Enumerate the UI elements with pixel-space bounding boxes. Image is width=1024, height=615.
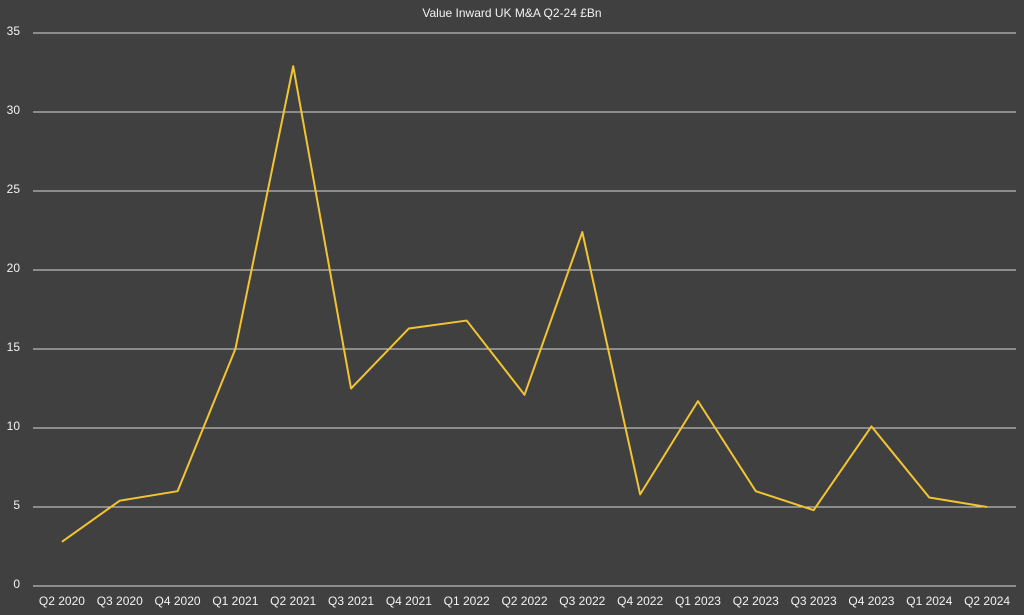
x-tick-label: Q4 2021 <box>386 594 432 608</box>
x-tick-label: Q4 2020 <box>155 594 201 608</box>
y-tick-label: 35 <box>7 24 21 38</box>
y-tick-label: 15 <box>7 340 21 354</box>
x-tick-label: Q3 2021 <box>328 594 374 608</box>
x-tick-label: Q4 2022 <box>617 594 663 608</box>
x-tick-label: Q1 2022 <box>444 594 490 608</box>
chart-title: Value Inward UK M&A Q2-24 £Bn <box>422 6 601 20</box>
x-tick-label: Q4 2023 <box>848 594 894 608</box>
x-tick-label: Q2 2020 <box>39 594 85 608</box>
x-tick-label: Q2 2024 <box>964 594 1010 608</box>
x-tick-label: Q1 2024 <box>906 594 952 608</box>
x-tick-label: Q1 2023 <box>675 594 721 608</box>
y-tick-label: 0 <box>13 577 20 591</box>
x-tick-label: Q2 2022 <box>501 594 547 608</box>
y-tick-label: 20 <box>7 261 21 275</box>
x-tick-label: Q2 2023 <box>733 594 779 608</box>
x-tick-label: Q3 2022 <box>559 594 605 608</box>
x-tick-label: Q3 2020 <box>97 594 143 608</box>
data-line <box>61 65 988 543</box>
y-tick-label: 25 <box>7 182 21 196</box>
x-tick-label: Q1 2021 <box>212 594 258 608</box>
x-tick-label: Q3 2023 <box>791 594 837 608</box>
y-tick-label: 5 <box>13 498 20 512</box>
y-tick-label: 30 <box>7 103 21 117</box>
y-tick-label: 10 <box>7 419 21 433</box>
x-tick-label: Q2 2021 <box>270 594 316 608</box>
